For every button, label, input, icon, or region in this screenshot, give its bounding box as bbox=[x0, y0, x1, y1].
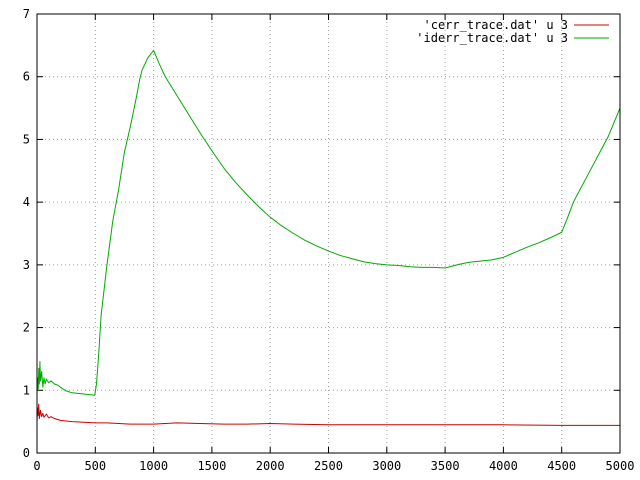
x-tick-label: 2500 bbox=[314, 459, 343, 473]
x-tick-label: 1000 bbox=[139, 459, 168, 473]
x-tick-label: 1500 bbox=[197, 459, 226, 473]
y-tick-label: 6 bbox=[23, 70, 30, 84]
x-tick-label: 4000 bbox=[489, 459, 518, 473]
axis-ticks bbox=[36, 13, 621, 454]
x-tick-label: 3500 bbox=[431, 459, 460, 473]
series-layer bbox=[36, 49, 621, 426]
tick-labels: 0 500 1000 1500 2000 2500 3000 3500 4000 4500 5000… bbox=[23, 7, 635, 473]
legend-label-cerr: 'cerr_trace.dat' u 3 bbox=[424, 18, 569, 32]
grid-lines bbox=[37, 14, 620, 453]
legend-label-iderr: 'iderr_trace.dat' u 3 bbox=[416, 31, 568, 45]
x-tick-label: 3000 bbox=[372, 459, 401, 473]
legend: 'cerr_trace.dat' u 3 'iderr_trace.dat' u… bbox=[416, 18, 609, 45]
x-tick-label: 500 bbox=[84, 459, 106, 473]
x-tick-label: 5000 bbox=[606, 459, 635, 473]
x-tick-label: 4500 bbox=[547, 459, 576, 473]
x-tick-label: 2000 bbox=[256, 459, 285, 473]
y-tick-label: 5 bbox=[23, 132, 30, 146]
y-tick-label: 1 bbox=[23, 383, 30, 397]
y-tick-label: 7 bbox=[23, 7, 30, 21]
y-tick-label: 3 bbox=[23, 258, 30, 272]
series-line-iderr bbox=[36, 49, 621, 396]
y-tick-label: 4 bbox=[23, 195, 30, 209]
y-tick-label: 0 bbox=[23, 446, 30, 460]
y-tick-label: 2 bbox=[23, 321, 30, 335]
series-line-cerr bbox=[36, 403, 620, 426]
plot-frame bbox=[36, 13, 621, 454]
x-tick-label: 0 bbox=[33, 459, 40, 473]
